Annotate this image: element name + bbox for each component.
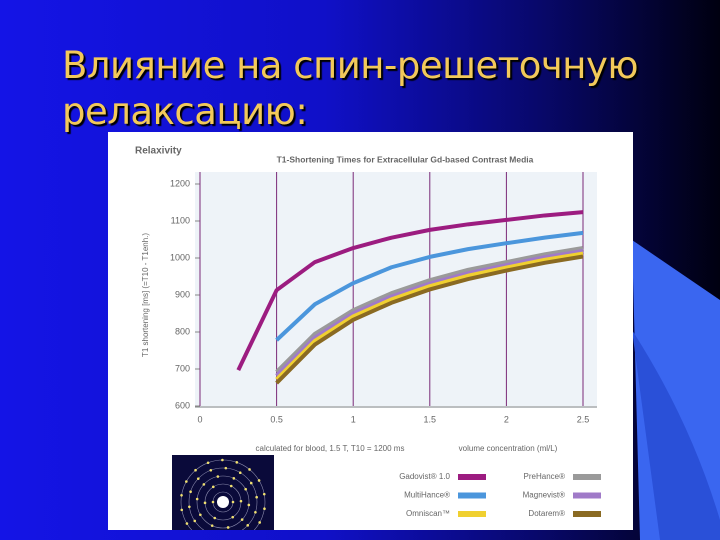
legend-label: Dotarem® xyxy=(528,509,565,518)
x-tick-label: 1 xyxy=(351,414,356,424)
y-tick-label: 700 xyxy=(175,363,190,373)
legend-swatch xyxy=(573,492,601,499)
atom-nucleus xyxy=(217,496,229,508)
series-line xyxy=(236,210,584,371)
note: calculated for blood, 1.5 T, T10 = 1200 … xyxy=(256,444,405,453)
slide-title: Влияние на спин-решеточную xyxy=(62,44,639,87)
series-line xyxy=(275,230,584,342)
panel-label: Relaxivity xyxy=(135,146,182,157)
legend-swatch xyxy=(458,511,486,517)
legend-label: Omniscan™ xyxy=(406,509,450,518)
decor-shape xyxy=(632,330,720,540)
y-tick-label: 1200 xyxy=(170,178,190,188)
legend-swatch xyxy=(573,474,601,480)
x-axis-label: volume concentration (ml/L) xyxy=(459,444,558,453)
series-line xyxy=(275,248,584,378)
legend-swatch xyxy=(573,511,601,517)
atom-image xyxy=(172,455,274,530)
chart-title: T1-Shortening Times for Extracellular Gd… xyxy=(277,154,534,164)
y-tick-label: 1100 xyxy=(171,215,190,225)
legend-label: Magnevist® xyxy=(523,491,565,500)
slide-title: релаксацию: xyxy=(62,90,308,133)
series-line xyxy=(275,246,584,374)
y-axis-label: T1 shortening [ms] (=T10 - T1enh.) xyxy=(141,233,150,357)
legend-label: PreHance® xyxy=(524,472,566,481)
chart: Relaxivity T1-Shortening Times for Extra… xyxy=(108,132,633,530)
atom-electrons xyxy=(180,458,266,529)
series-line xyxy=(275,254,584,385)
legend-label: Gadovist® 1.0 xyxy=(399,472,450,481)
legend-swatch xyxy=(458,492,486,499)
series-line xyxy=(275,251,584,381)
legend-swatch xyxy=(458,474,486,480)
legend-label: MultiHance® xyxy=(404,491,450,500)
y-tick-label: 800 xyxy=(175,326,190,336)
x-tick-label: 2.5 xyxy=(577,414,590,424)
y-tick-label: 1000 xyxy=(170,252,190,262)
y-tick-label: 900 xyxy=(175,289,190,299)
x-tick-label: 0.5 xyxy=(270,414,283,424)
x-tick-label: 2 xyxy=(504,414,509,424)
y-tick-label: 600 xyxy=(175,400,190,410)
x-tick-label: 1.5 xyxy=(424,414,437,424)
x-tick-label: 0 xyxy=(197,414,202,424)
